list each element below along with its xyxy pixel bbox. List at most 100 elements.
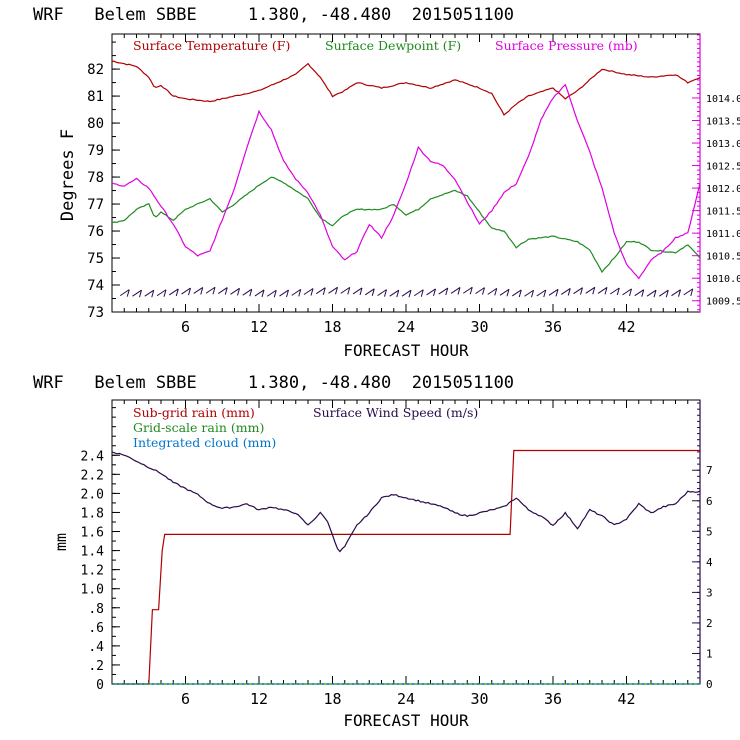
- wind-barb-shaft: [487, 287, 498, 295]
- wind-barb-flag: [163, 289, 167, 297]
- x-tick-label: 6: [181, 690, 190, 708]
- bottom-x-axis-label: FORECAST HOUR: [343, 711, 469, 730]
- wind-barb-flag: [175, 288, 179, 297]
- wind-barb-shaft: [181, 287, 191, 295]
- y-tick-label: 1.4: [81, 545, 105, 560]
- wind-barb-shaft: [315, 287, 326, 295]
- wind-barb-flag: [408, 290, 412, 298]
- series-line-temperature: [111, 60, 701, 116]
- wind-barb-shaft: [585, 286, 596, 294]
- x-tick-label: 24: [397, 318, 415, 336]
- wind-barb-shaft: [217, 287, 228, 295]
- y-tick-label: 73: [87, 305, 104, 321]
- wind-barb-shaft: [377, 289, 387, 297]
- bottom-series-group: [111, 449, 701, 685]
- wind-barb-flag: [629, 288, 632, 296]
- wind-barb-flag: [200, 287, 204, 295]
- wind-barb-flag: [384, 289, 387, 297]
- wind-barb-shaft: [475, 287, 485, 295]
- top-x-axis-label: FORECAST HOUR: [343, 341, 469, 360]
- y-tick-label: 75: [87, 251, 104, 267]
- wind-barb-flag: [310, 288, 314, 296]
- wind-barb-flag: [298, 289, 302, 297]
- y-tick-label: 79: [87, 143, 104, 159]
- wind-barb-shaft: [683, 288, 694, 296]
- wind-barb-shaft: [499, 288, 510, 296]
- series-line-wind: [111, 451, 701, 553]
- y2-tick-label: 2: [706, 617, 713, 630]
- wind-barb-flag: [482, 287, 485, 295]
- y2-tick-label: 7: [706, 464, 713, 477]
- legend-surface-pressure: Surface Pressure (mb): [495, 38, 638, 53]
- y-tick-label: 2.0: [81, 487, 104, 502]
- wind-barb-shaft: [646, 289, 657, 297]
- wind-barb-flag: [347, 287, 351, 295]
- wind-barb-flag: [151, 290, 155, 298]
- y-tick-label: .6: [88, 621, 104, 636]
- wind-barb-flag: [188, 287, 191, 296]
- y2-tick-label: 1011.0: [706, 229, 740, 240]
- wind-barb-flag: [286, 289, 289, 298]
- wind-barb-flag: [396, 290, 400, 298]
- wind-barb-flag: [420, 289, 424, 297]
- x-tick-label: 18: [323, 690, 341, 708]
- y-tick-label: .8: [88, 602, 104, 617]
- wind-barb-flag: [139, 290, 142, 298]
- y-tick-label: .2: [88, 659, 104, 674]
- x-tick-label: 24: [397, 690, 415, 708]
- wind-barb-flag: [224, 287, 228, 295]
- bottom-x-ticks: 6 12 18 24 30 36 42: [123, 400, 689, 708]
- x-tick-label: 12: [250, 318, 268, 336]
- wind-barb-shaft: [511, 289, 522, 297]
- top-series-group: [111, 60, 701, 280]
- x-tick-label: 42: [617, 318, 635, 336]
- wind-barb-flag: [567, 288, 571, 296]
- wind-barb-flag: [457, 287, 461, 295]
- wind-barb-shaft: [597, 286, 608, 294]
- wind-barb-shaft: [658, 289, 669, 297]
- wind-barb-flag: [543, 289, 547, 298]
- wind-barb-flag: [237, 288, 240, 296]
- top-y-axis-label: Degrees F: [58, 129, 78, 221]
- wind-barb-shaft: [413, 289, 424, 297]
- wind-barb-flag: [616, 287, 620, 296]
- y2-tick-label: 1010.0: [706, 274, 740, 285]
- y-tick-label: 0: [96, 678, 104, 693]
- y-tick-label: 80: [87, 116, 104, 132]
- wind-barb-flag: [433, 288, 436, 297]
- y-tick-label: 74: [87, 278, 104, 294]
- wind-barb-shaft: [671, 289, 681, 297]
- y2-tick-label: 1013.0: [706, 139, 740, 150]
- wind-barb-shaft: [622, 288, 632, 296]
- series-line-dewpoint: [111, 176, 701, 274]
- y-tick-label: 1.0: [81, 583, 104, 598]
- legend-surface-dewpoint: Surface Dewpoint (F): [325, 38, 461, 53]
- y-tick-label: .4: [88, 640, 104, 655]
- x-tick-label: 36: [544, 690, 562, 708]
- series-line-subgrid: [112, 449, 700, 685]
- wind-barb-shaft: [438, 287, 449, 295]
- x-tick-label: 30: [470, 318, 488, 336]
- x-tick-label: 18: [323, 318, 341, 336]
- x-tick-label: 30: [470, 690, 488, 708]
- wind-barb-shaft: [426, 288, 436, 296]
- legend-surface-temperature: Surface Temperature (F): [133, 38, 290, 53]
- y2-tick-label: 1011.5: [706, 207, 740, 218]
- wind-barb-flag: [531, 290, 534, 298]
- wind-barb-flag: [506, 289, 510, 297]
- wind-barbs-row: [119, 286, 694, 298]
- wind-barb-flag: [335, 287, 338, 295]
- y-tick-label: 82: [87, 62, 104, 78]
- wind-barb-flag: [359, 287, 363, 296]
- wind-barb-shaft: [303, 288, 314, 295]
- y2-tick-label: 6: [706, 495, 713, 508]
- wind-barb-shaft: [573, 287, 583, 295]
- wind-barb-shaft: [291, 288, 302, 296]
- y2-tick-label: 5: [706, 525, 713, 538]
- wind-barb-shaft: [634, 289, 645, 297]
- y2-tick-label: 1013.5: [706, 117, 740, 128]
- wind-barb-shaft: [609, 287, 620, 295]
- x-tick-label: 6: [181, 318, 190, 336]
- wind-barb-flag: [249, 289, 253, 297]
